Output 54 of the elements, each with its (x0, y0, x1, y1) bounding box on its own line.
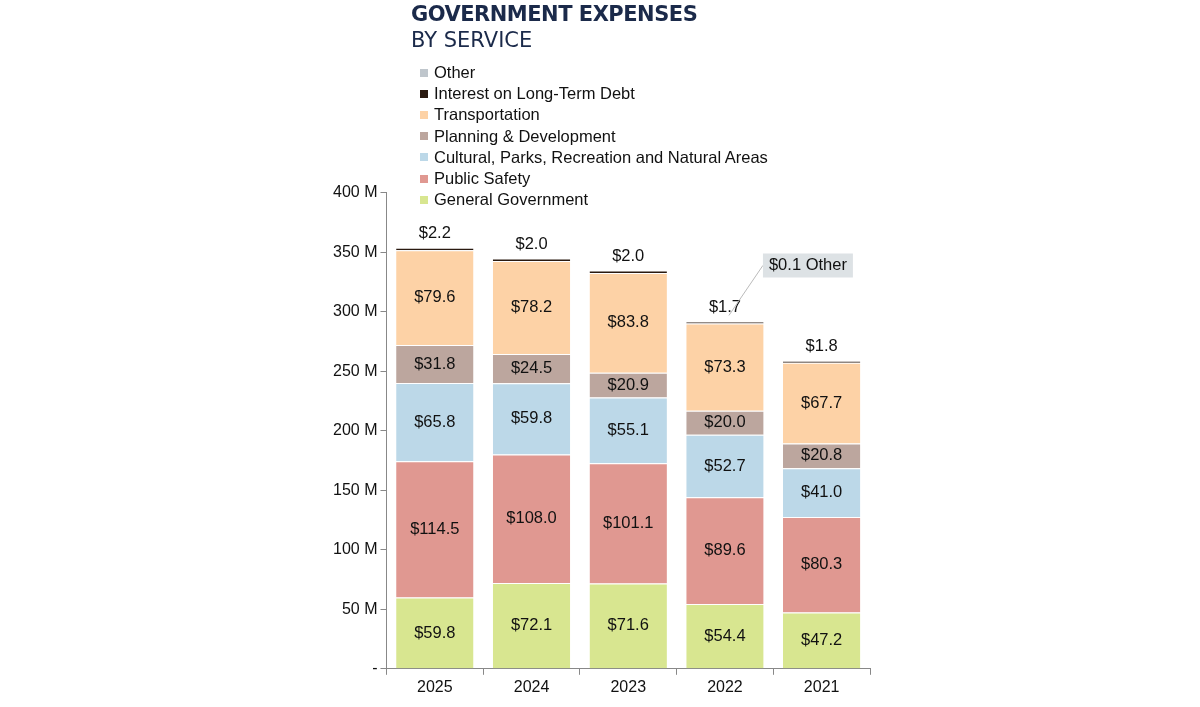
data-label: $67.7 (801, 392, 843, 411)
data-label: $41.0 (801, 482, 843, 501)
y-tick-label: 350 M (333, 242, 378, 260)
y-tick-label: 150 M (333, 480, 378, 498)
legend-label: Transportation (434, 105, 540, 125)
legend-label: Cultural, Parks, Recreation and Natural Areas (434, 147, 768, 167)
legend-label: Planning & Development (434, 126, 616, 146)
data-label: $1.8 (805, 336, 838, 355)
data-label: $78.2 (510, 297, 553, 316)
x-tick-label: 2021 (803, 677, 840, 695)
y-tick-label: 250 M (333, 361, 378, 379)
data-label: $2.2 (418, 223, 451, 242)
x-tick-label: 2023 (610, 677, 647, 695)
data-label: $108.0 (506, 508, 557, 527)
data-label: $65.8 (414, 411, 456, 430)
legend-label: General Government (434, 190, 589, 210)
x-tick-label: 2025 (417, 677, 453, 695)
data-label: $89.6 (704, 540, 746, 559)
y-tick-label: 300 M (333, 302, 378, 320)
x-tick-label: 2022 (707, 677, 743, 695)
data-label: $2.0 (612, 246, 645, 265)
y-tick-label: 100 M (333, 540, 378, 558)
data-label: $31.8 (414, 353, 456, 372)
y-tick-label: 200 M (333, 421, 378, 439)
chart-title: GOVERNMENT EXPENSES (411, 2, 698, 26)
legend-label: Public Safety (434, 169, 531, 189)
legend-label: Interest on Long-Term Debt (434, 84, 635, 104)
data-label: $1.7 (708, 297, 741, 316)
data-label: $59.8 (510, 408, 553, 427)
data-label: $54.4 (704, 625, 746, 644)
data-label: $101.1 (603, 512, 654, 531)
data-label: $24.5 (510, 358, 553, 377)
chart-subtitle: BY SERVICE (411, 28, 533, 52)
data-label: $47.2 (801, 630, 843, 648)
data-label: $20.0 (704, 412, 746, 431)
y-tick-label: 400 M (333, 183, 378, 201)
data-label: $83.8 (607, 312, 649, 331)
data-label: $73.3 (704, 356, 746, 375)
data-label: $79.6 (414, 287, 456, 306)
data-label: $0.1 Other (768, 254, 848, 273)
data-label: $20.8 (801, 445, 843, 464)
data-label: $55.1 (607, 419, 649, 438)
legend-label: Other (434, 63, 476, 83)
y-tick-label: 50 M (341, 599, 378, 617)
data-label: $2.0 (515, 234, 548, 253)
y-tick-label: - (372, 659, 378, 677)
data-label: $80.3 (801, 554, 843, 573)
data-label: $52.7 (704, 455, 746, 474)
x-tick-label: 2024 (513, 677, 550, 695)
data-label: $59.8 (414, 622, 456, 641)
data-label: $72.1 (510, 615, 553, 634)
data-label: $71.6 (607, 615, 649, 634)
data-label: $20.9 (607, 374, 649, 393)
data-label: $114.5 (410, 519, 460, 537)
